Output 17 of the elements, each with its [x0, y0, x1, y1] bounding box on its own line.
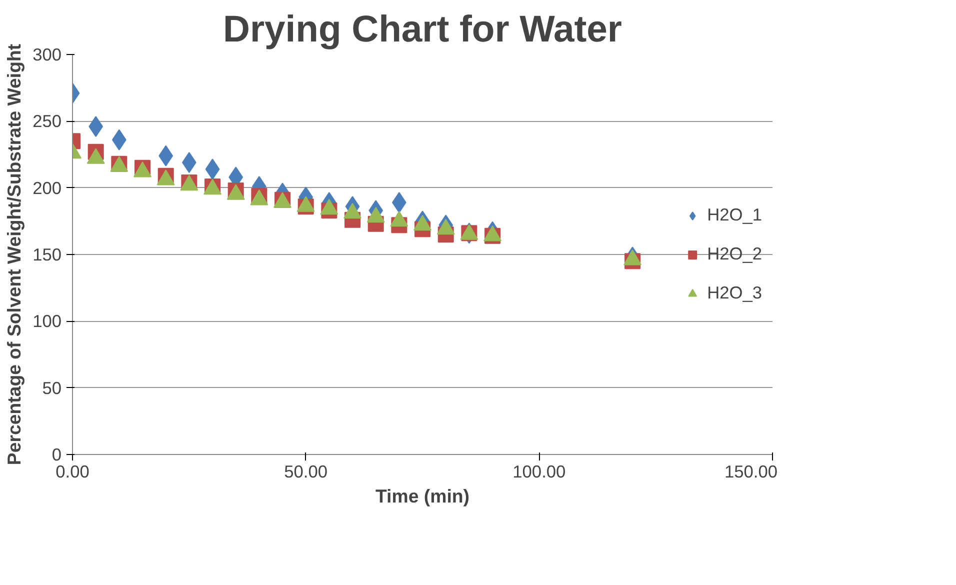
y-tick-label: 250 [32, 111, 62, 132]
y-tick-label: 50 [42, 378, 62, 398]
y-axis-title: Percentage of Solvent Weight/Substrate Weight [4, 44, 25, 466]
x-tick-label: 50.00 [284, 462, 328, 482]
y-tick-label: 100 [32, 311, 62, 332]
chart-title: Drying Chart for Water [223, 8, 622, 50]
x-tick-label: 100.00 [512, 462, 566, 482]
x-tick-label: 0.00 [56, 462, 90, 482]
legend-label: H2O_3 [707, 282, 762, 304]
legend-label: H2O_2 [707, 244, 762, 264]
y-tick-label: 300 [32, 44, 62, 64]
y-tick-label: 0 [52, 444, 62, 464]
x-axis-title: Time (min) [376, 486, 470, 506]
x-tick-label: 150.00 [724, 462, 778, 482]
y-tick-label: 200 [32, 178, 62, 198]
legend-label: H2O_1 [707, 204, 762, 226]
y-tick-label: 150 [32, 244, 62, 264]
